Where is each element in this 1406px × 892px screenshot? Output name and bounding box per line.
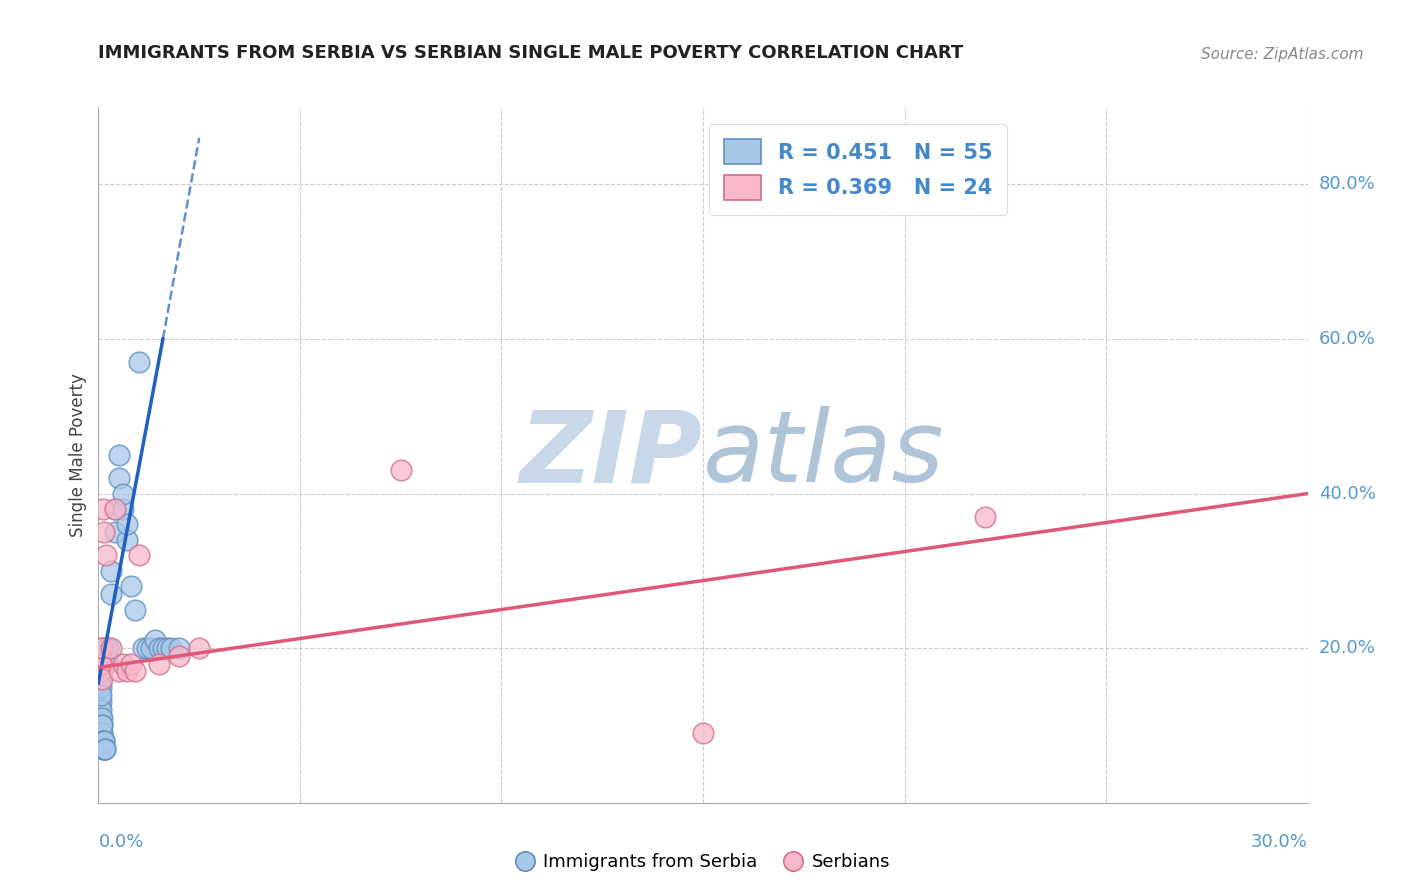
Point [111,657,134,671]
Point [89,688,111,702]
Point [103,502,125,516]
Point [90,680,112,694]
Point [97,641,120,656]
Point [96,641,118,656]
Point [128,355,150,369]
Text: IMMIGRANTS FROM SERBIA VS SERBIAN SINGLE MALE POVERTY CORRELATION CHART: IMMIGRANTS FROM SERBIA VS SERBIAN SINGLE… [98,45,963,62]
Point [692,726,714,740]
Text: 60.0%: 60.0% [1319,330,1375,348]
Point [124,665,146,679]
Point [107,665,129,679]
Point [167,648,190,663]
Point [111,502,134,516]
Legend: Immigrants from Serbia, Serbians: Immigrants from Serbia, Serbians [509,847,897,879]
Point [107,448,129,462]
Point [91,741,114,756]
Point [128,549,150,563]
Text: 0.0%: 0.0% [98,833,143,851]
Point [91,734,114,748]
Point [90,718,112,732]
Point [89,648,111,663]
Point [167,641,190,656]
Point [156,641,179,656]
Point [89,665,111,679]
Point [100,564,122,578]
Point [148,657,170,671]
Point [90,695,112,709]
Point [89,695,111,709]
Point [91,502,114,516]
Y-axis label: Single Male Poverty: Single Male Poverty [69,373,87,537]
Legend: R = 0.451   N = 55, R = 0.369   N = 24: R = 0.451 N = 55, R = 0.369 N = 24 [709,124,1007,215]
Point [90,688,112,702]
Point [89,641,111,656]
Point [139,641,162,656]
Point [89,680,111,694]
Point [974,509,997,524]
Text: atlas: atlas [703,407,945,503]
Point [115,533,138,547]
Point [152,641,174,656]
Point [90,711,112,725]
Point [389,463,412,477]
Point [132,641,155,656]
Point [160,641,183,656]
Point [120,657,142,671]
Point [93,741,115,756]
Point [89,657,111,671]
Point [188,641,211,656]
Point [107,471,129,485]
Point [143,633,166,648]
Text: 30.0%: 30.0% [1251,833,1308,851]
Point [94,741,117,756]
Point [91,718,114,732]
Point [91,734,114,748]
Point [103,525,125,540]
Point [91,641,114,656]
Point [90,672,112,686]
Point [90,665,112,679]
Point [90,703,112,717]
Point [89,680,111,694]
Point [93,734,115,748]
Point [91,718,114,732]
Point [94,741,117,756]
Point [100,587,122,601]
Point [90,711,112,725]
Point [89,703,111,717]
Point [90,726,112,740]
Text: 20.0%: 20.0% [1319,640,1375,657]
Text: Source: ZipAtlas.com: Source: ZipAtlas.com [1201,47,1364,62]
Point [111,486,134,500]
Point [96,549,118,563]
Point [148,641,170,656]
Point [124,602,146,616]
Point [96,648,118,663]
Point [135,641,157,656]
Point [93,525,115,540]
Text: 40.0%: 40.0% [1319,484,1375,502]
Point [115,665,138,679]
Point [89,688,111,702]
Point [90,657,112,671]
Point [103,502,125,516]
Point [89,672,111,686]
Text: 80.0%: 80.0% [1319,176,1375,194]
Point [100,641,122,656]
Point [93,741,115,756]
Point [120,579,142,593]
Point [91,726,114,740]
Point [96,657,118,671]
Text: ZIP: ZIP [520,407,703,503]
Point [93,734,115,748]
Point [115,517,138,532]
Point [89,672,111,686]
